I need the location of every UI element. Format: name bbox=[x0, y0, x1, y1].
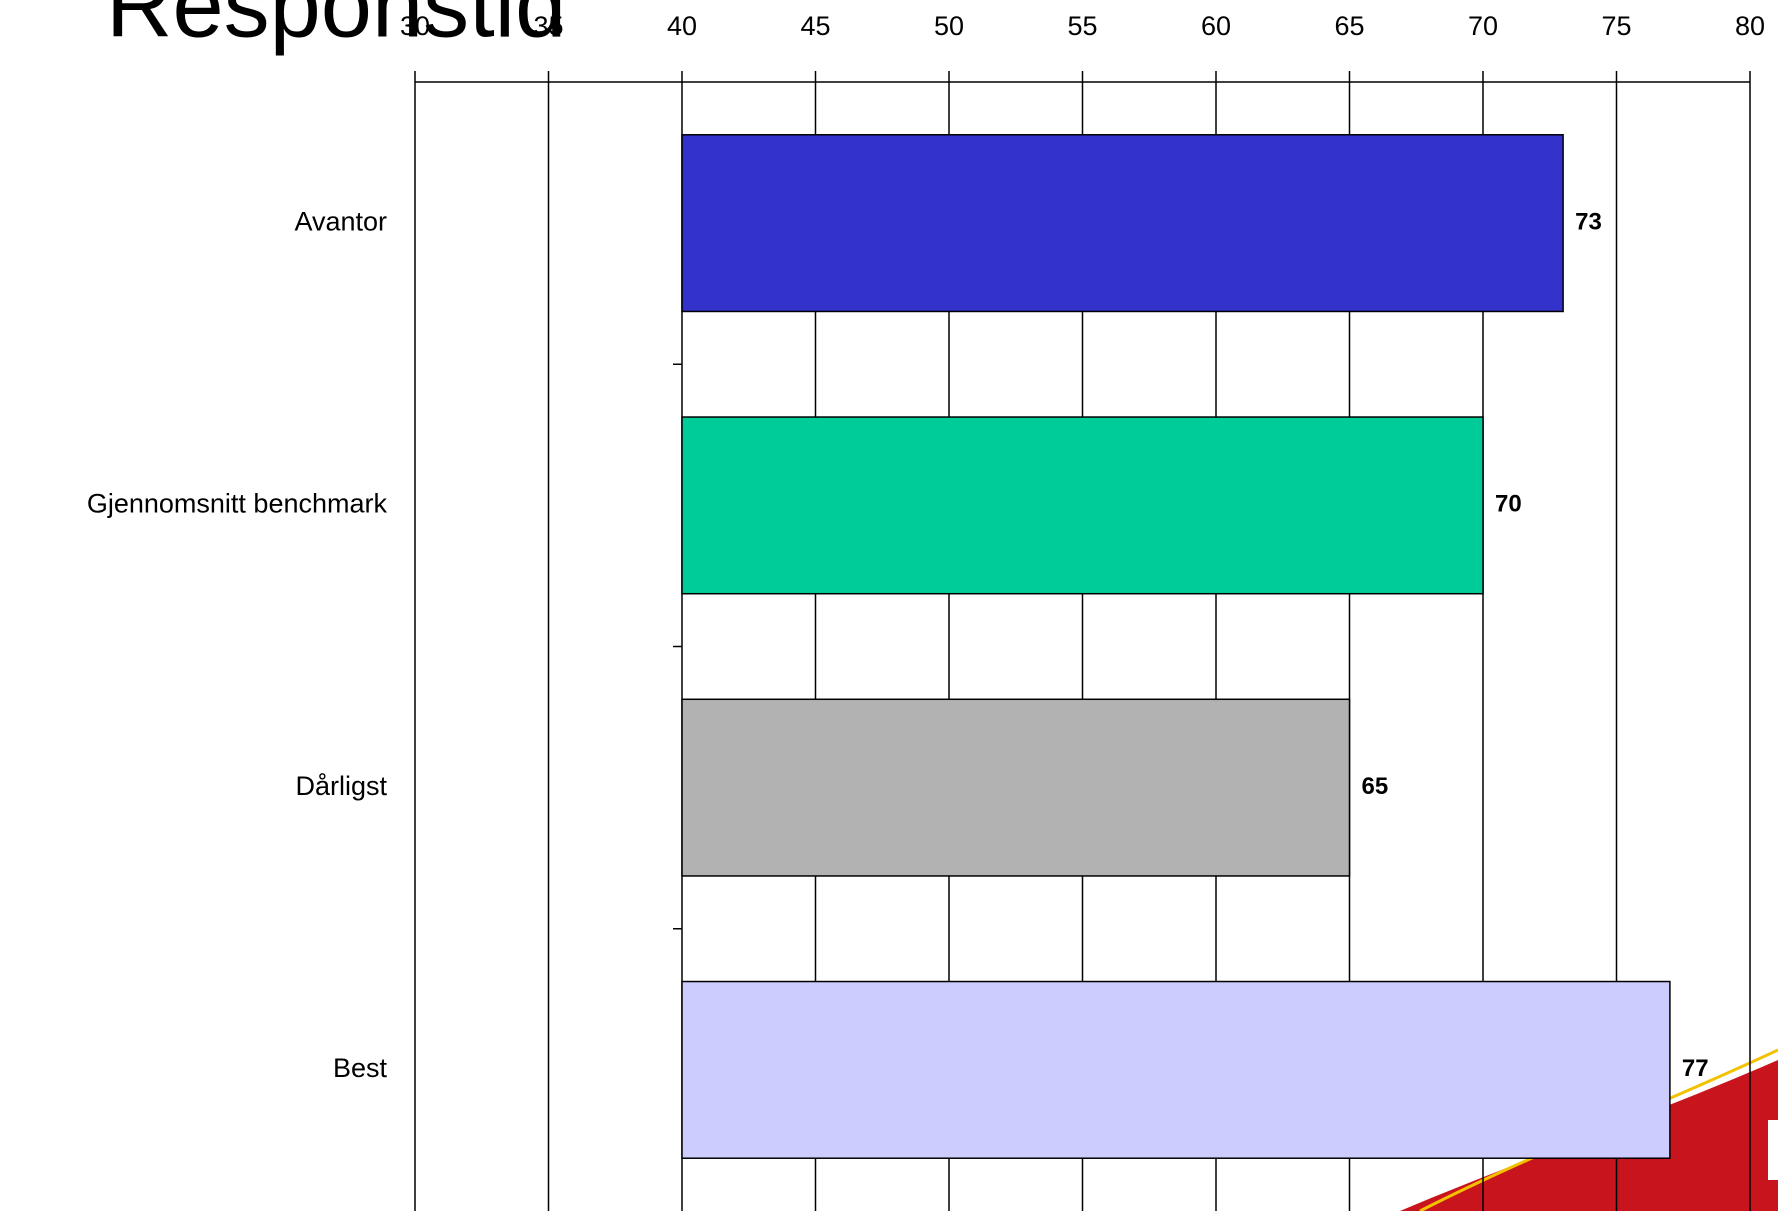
decoration bbox=[1400, 1060, 1778, 1211]
bar bbox=[681, 134, 1564, 313]
y-tick-label: Dårligst bbox=[295, 771, 387, 801]
x-tick-label: 60 bbox=[1201, 11, 1231, 41]
y-tick-label: Avantor bbox=[294, 206, 387, 236]
x-tick-label: 75 bbox=[1601, 11, 1631, 41]
bar bbox=[681, 698, 1351, 877]
y-tick-label: Best bbox=[333, 1053, 388, 1083]
value-label: 73 bbox=[1575, 208, 1602, 235]
chart-title: Responstid bbox=[106, 0, 566, 56]
x-tick-label: 70 bbox=[1468, 11, 1498, 41]
x-tick-label: 65 bbox=[1334, 11, 1364, 41]
x-tick-label: 35 bbox=[533, 11, 563, 41]
bar bbox=[681, 980, 1671, 1159]
value-label: 65 bbox=[1362, 773, 1389, 800]
y-tick-label: Gjennomsnitt benchmark bbox=[87, 489, 388, 519]
value-label: 70 bbox=[1495, 491, 1522, 518]
x-tick-label: 55 bbox=[1067, 11, 1097, 41]
decoration-mark bbox=[1768, 1120, 1778, 1180]
x-tick-label: 80 bbox=[1735, 11, 1765, 41]
value-label: 77 bbox=[1682, 1055, 1709, 1082]
bar bbox=[681, 416, 1484, 595]
x-tick-label: 40 bbox=[667, 11, 697, 41]
x-tick-label: 50 bbox=[934, 11, 964, 41]
x-tick-label: 30 bbox=[400, 11, 430, 41]
x-tick-label: 45 bbox=[800, 11, 830, 41]
